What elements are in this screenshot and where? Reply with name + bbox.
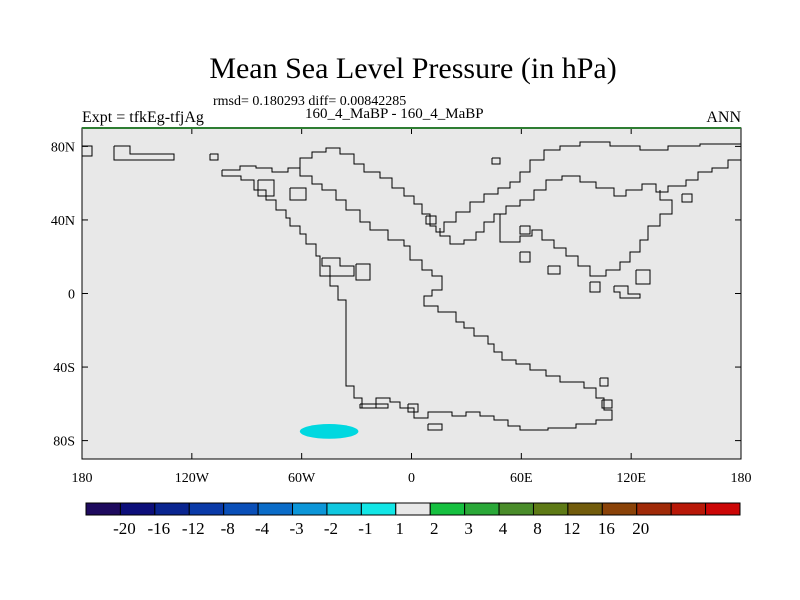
colorbar: -20 -16 -12 -8 -4 -3 -2 -1 1 2 3 4 8 12 16 20 bbox=[85, 502, 741, 538]
y-tick-label: 80N bbox=[51, 140, 75, 155]
map-background bbox=[82, 128, 741, 459]
x-tick-label: 120E bbox=[616, 471, 646, 486]
coastline-segment bbox=[499, 190, 673, 277]
colorbar-swatch bbox=[464, 502, 500, 516]
coastline-segment bbox=[599, 377, 609, 387]
colorbar-swatch bbox=[532, 502, 569, 516]
coastline-segment bbox=[681, 193, 693, 203]
colorbar-swatch bbox=[257, 502, 294, 516]
coastlines bbox=[81, 141, 742, 431]
coastline-segment bbox=[491, 157, 501, 165]
y-tick-label: 40S bbox=[53, 361, 75, 376]
period-label: 160_4_MaBP - 160_4_MaBP bbox=[305, 106, 484, 122]
x-tick-label: 180 bbox=[731, 471, 752, 486]
coastline-segment bbox=[359, 403, 389, 409]
colorbar-swatch bbox=[395, 502, 431, 516]
colorbar-label: -1 bbox=[358, 519, 372, 538]
coastline-segment bbox=[613, 285, 641, 299]
season-label: ANN bbox=[706, 109, 741, 126]
colorbar-label: -20 bbox=[113, 519, 136, 538]
map-title: Mean Sea Level Pressure (in hPa) bbox=[209, 52, 617, 85]
colorbar-label: 12 bbox=[563, 519, 580, 538]
colorbar-swatch bbox=[601, 502, 638, 516]
colorbar-label: 16 bbox=[598, 519, 615, 538]
coastline-segment bbox=[601, 399, 613, 409]
colorbar-label: 3 bbox=[464, 519, 473, 538]
colorbar-swatch bbox=[326, 502, 362, 516]
x-tick-label: 60W bbox=[288, 471, 316, 486]
colorbar-label: 4 bbox=[499, 519, 508, 538]
x-tick-label: 180 bbox=[72, 471, 93, 486]
colorbar-swatch bbox=[670, 502, 707, 516]
colorbar-swatch bbox=[188, 502, 225, 516]
colorbar-swatch bbox=[705, 502, 741, 516]
experiment-label: Expt = tfkEg-tfjAg bbox=[82, 109, 204, 126]
y-tick-label: 0 bbox=[68, 288, 75, 303]
colorbar-swatch bbox=[154, 502, 190, 516]
colorbar-swatch bbox=[429, 502, 466, 516]
colorbar-swatch bbox=[119, 502, 156, 516]
colorbar-swatch bbox=[85, 502, 121, 516]
y-tick-label: 40N bbox=[51, 214, 75, 229]
colorbar-label: -12 bbox=[182, 519, 205, 538]
coastline-segment bbox=[221, 165, 613, 431]
x-tick-label: 60E bbox=[510, 471, 533, 486]
x-tick-label: 0 bbox=[408, 471, 415, 486]
coastline-segment bbox=[289, 187, 307, 201]
coastline-segment bbox=[257, 179, 275, 197]
coastline-segment bbox=[519, 225, 531, 235]
y-tick-label: 80S bbox=[53, 435, 75, 450]
coastline-segment bbox=[589, 281, 601, 293]
x-tick-label: 120W bbox=[175, 471, 210, 486]
stats-label: rmsd= 0.180293 diff= 0.00842285 bbox=[213, 94, 407, 109]
coastline-segment bbox=[547, 265, 561, 275]
colorbar-label: -8 bbox=[221, 519, 235, 538]
colorbar-label: 8 bbox=[533, 519, 542, 538]
coastline-segment bbox=[209, 153, 219, 161]
colorbar-label: -3 bbox=[289, 519, 303, 538]
pressure-anomaly-region bbox=[299, 424, 359, 439]
coastline-segment bbox=[299, 141, 742, 245]
coastline-segment bbox=[355, 263, 371, 281]
coastline-segment bbox=[407, 403, 419, 413]
coastline-segment bbox=[113, 145, 175, 161]
colorbar-label: -2 bbox=[324, 519, 338, 538]
colorbar-swatch bbox=[567, 502, 603, 516]
coastline-segment bbox=[635, 269, 651, 285]
axis-ticks: 180 120W 60W 0 60E 120E 180 80N 40N 0 40S 80S bbox=[51, 128, 752, 486]
colorbar-swatch bbox=[223, 502, 259, 516]
colorbar-label: 20 bbox=[632, 519, 649, 538]
coastline-segment bbox=[321, 257, 355, 277]
coastline-segment bbox=[519, 251, 531, 263]
coastline-segment bbox=[425, 215, 437, 225]
colorbar-swatch bbox=[636, 502, 672, 516]
colorbar-label: -4 bbox=[255, 519, 270, 538]
colorbar-swatch bbox=[292, 502, 328, 516]
colorbar-label: 1 bbox=[396, 519, 405, 538]
colorbar-swatch bbox=[360, 502, 397, 516]
colorbar-label: -16 bbox=[148, 519, 171, 538]
coastline-segment bbox=[427, 423, 443, 431]
colorbar-label: 2 bbox=[430, 519, 439, 538]
colorbar-swatch bbox=[498, 502, 534, 516]
